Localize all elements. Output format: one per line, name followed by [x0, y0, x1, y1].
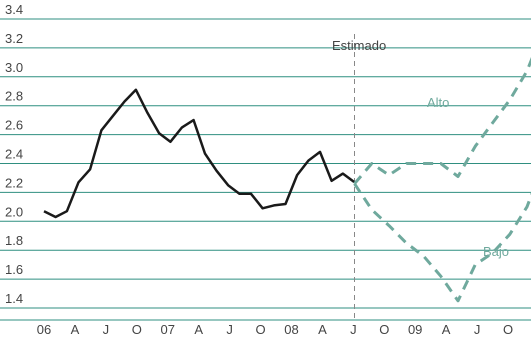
x-tick-label: 07: [160, 322, 174, 337]
y-tick-label: 3.2: [5, 31, 23, 46]
x-tick-label: J: [103, 322, 110, 337]
x-tick-label: O: [503, 322, 513, 337]
x-tick-label: O: [255, 322, 265, 337]
x-tick-label: A: [442, 322, 451, 337]
x-axis-ticks: 06 A J O 07 A J O 08 A J O 09 A J O: [37, 322, 513, 337]
y-tick-label: 1.4: [5, 291, 23, 306]
y-tick-label: 2.6: [5, 118, 23, 133]
y-tick-label: 3.0: [5, 60, 23, 75]
high-scenario-label: Alto: [427, 95, 449, 110]
y-tick-label: 1.6: [5, 262, 23, 277]
y-tick-label: 2.4: [5, 147, 23, 162]
x-tick-label: 08: [284, 322, 298, 337]
estimate-label: Estimado: [332, 38, 386, 53]
series-line-high: [353, 56, 531, 185]
x-tick-label: O: [379, 322, 389, 337]
x-tick-label: J: [226, 322, 233, 337]
series-layer: [43, 56, 531, 303]
y-tick-label: 1.8: [5, 233, 23, 248]
low-scenario-label: Bajo: [483, 244, 509, 259]
grid-layer: [0, 18, 531, 321]
x-tick-label: A: [194, 322, 203, 337]
x-tick-label: 06: [37, 322, 51, 337]
y-tick-label: 2.8: [5, 89, 23, 104]
x-tick-label: A: [318, 322, 327, 337]
x-tick-label: J: [474, 322, 481, 337]
y-axis-ticks: 1.4 1.6 1.8 2.0 2.2 2.4 2.6 2.8 3.0 3.2 3.4: [5, 2, 23, 306]
x-tick-label: O: [132, 322, 142, 337]
x-tick-label: A: [71, 322, 80, 337]
x-tick-label: 09: [408, 322, 422, 337]
x-tick-label: J: [350, 322, 357, 337]
y-tick-label: 2.2: [5, 175, 23, 190]
series-line-actual: [43, 88, 356, 219]
y-tick-label: 2.0: [5, 204, 23, 219]
y-tick-label: 3.4: [5, 2, 23, 17]
series-line-low: [353, 182, 531, 303]
